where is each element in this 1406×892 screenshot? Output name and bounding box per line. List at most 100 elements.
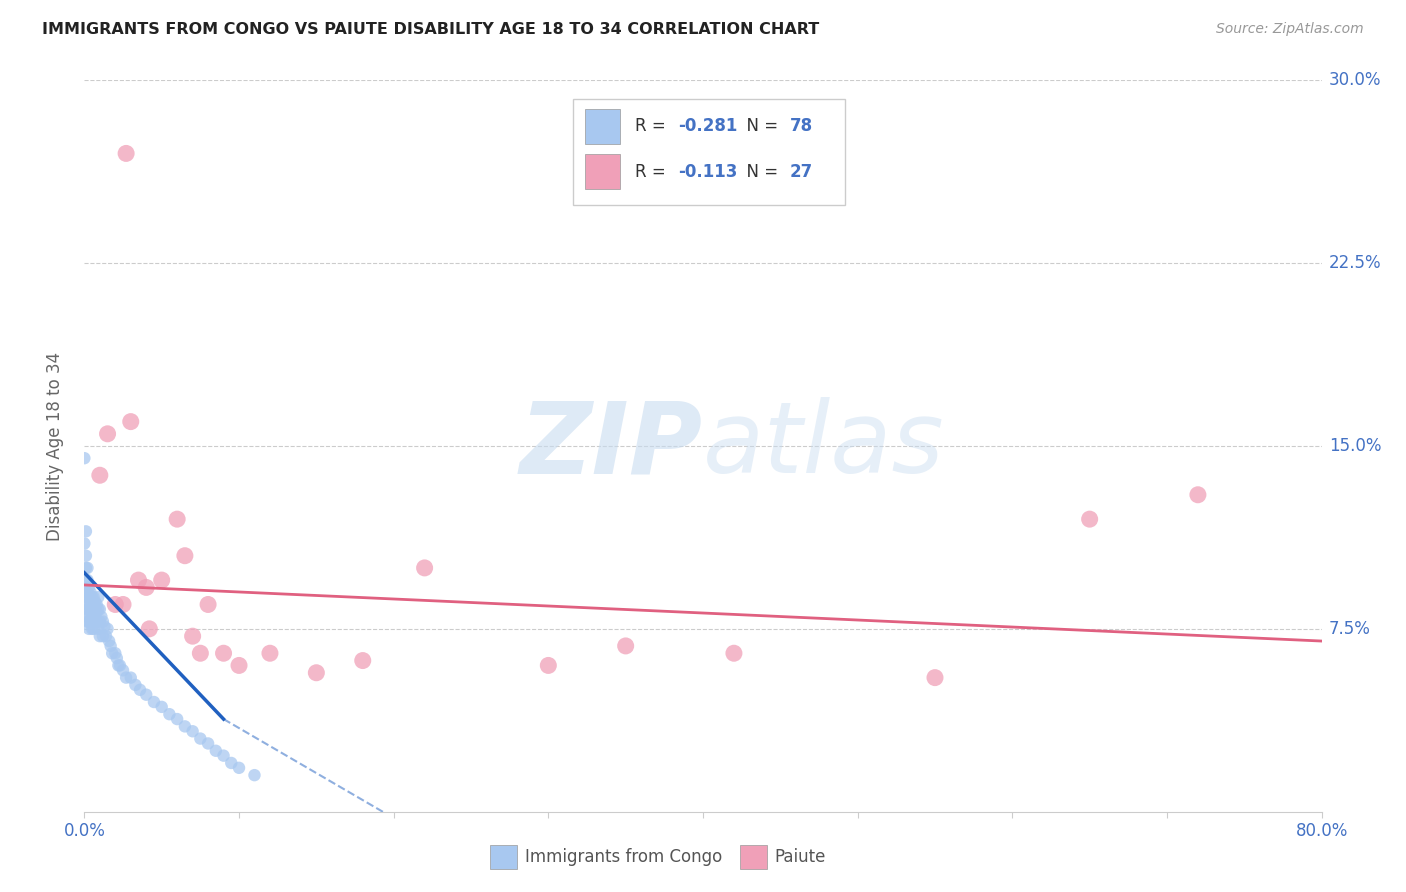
Text: N =: N = [737, 162, 783, 181]
Point [77, 598, 100, 612]
Point [537, 658, 560, 673]
Text: 27: 27 [790, 162, 813, 181]
Point [75, 561, 97, 575]
Text: -0.113: -0.113 [678, 162, 738, 181]
FancyBboxPatch shape [491, 846, 517, 869]
Point [76, 609, 98, 624]
Point [107, 658, 129, 673]
Point [83, 598, 105, 612]
Point [181, 724, 204, 739]
Point [82, 622, 104, 636]
Point [75, 573, 97, 587]
Point [614, 639, 637, 653]
Point [84, 615, 107, 629]
Point [76, 585, 98, 599]
Point [197, 736, 219, 750]
Point [100, 639, 122, 653]
Point [188, 731, 211, 746]
Point [96, 426, 118, 441]
Point [166, 712, 188, 726]
Point [86, 605, 108, 619]
Point [79, 585, 101, 599]
Point [174, 719, 197, 733]
Point [413, 561, 436, 575]
Text: 7.5%: 7.5% [1329, 620, 1371, 638]
Point [82, 605, 104, 619]
Text: 78: 78 [790, 118, 813, 136]
Point [90, 609, 112, 624]
Point [83, 622, 105, 636]
Point [228, 658, 250, 673]
Point [120, 415, 142, 429]
Point [76, 602, 98, 616]
Point [91, 629, 114, 643]
Point [76, 573, 98, 587]
Point [108, 658, 131, 673]
Point [124, 678, 146, 692]
Point [127, 573, 149, 587]
Point [82, 590, 104, 604]
Text: ZIP: ZIP [520, 398, 703, 494]
Point [228, 761, 250, 775]
Point [259, 646, 281, 660]
Point [93, 619, 115, 633]
Point [723, 646, 745, 660]
Point [75, 549, 97, 563]
Point [86, 598, 108, 612]
Point [82, 598, 104, 612]
Point [243, 768, 266, 782]
Point [89, 615, 111, 629]
Point [135, 688, 157, 702]
Text: 30.0%: 30.0% [1329, 71, 1381, 89]
Text: Source: ZipAtlas.com: Source: ZipAtlas.com [1216, 22, 1364, 37]
Point [83, 590, 105, 604]
Point [129, 682, 152, 697]
Point [94, 629, 117, 643]
Point [76, 598, 98, 612]
Text: 15.0%: 15.0% [1329, 437, 1381, 455]
Point [77, 581, 100, 595]
Point [112, 663, 135, 677]
Point [87, 622, 110, 636]
Point [91, 615, 114, 629]
Text: atlas: atlas [703, 398, 945, 494]
Point [115, 146, 138, 161]
Text: N =: N = [737, 118, 783, 136]
Point [115, 671, 138, 685]
Point [77, 622, 100, 636]
Point [79, 615, 101, 629]
Point [188, 646, 211, 660]
Point [120, 671, 142, 685]
Point [143, 695, 166, 709]
Point [83, 609, 105, 624]
Point [138, 622, 160, 636]
Point [1187, 488, 1209, 502]
Point [166, 512, 188, 526]
Text: R =: R = [636, 162, 671, 181]
Point [89, 468, 111, 483]
Point [89, 602, 111, 616]
Point [352, 654, 374, 668]
Point [181, 629, 204, 643]
Point [104, 598, 127, 612]
Point [84, 595, 107, 609]
Point [112, 598, 135, 612]
Point [76, 561, 98, 575]
Point [84, 605, 107, 619]
Text: Paiute: Paiute [775, 848, 827, 866]
Text: Immigrants from Congo: Immigrants from Congo [524, 848, 723, 866]
FancyBboxPatch shape [574, 99, 845, 204]
Point [159, 707, 180, 722]
Point [76, 615, 98, 629]
Point [1078, 512, 1101, 526]
FancyBboxPatch shape [585, 109, 620, 144]
Point [76, 590, 98, 604]
Y-axis label: Disability Age 18 to 34: Disability Age 18 to 34 [45, 351, 63, 541]
Point [87, 602, 110, 616]
Point [73, 451, 96, 466]
Point [150, 573, 173, 587]
Point [79, 592, 101, 607]
Point [305, 665, 328, 680]
Point [212, 748, 235, 763]
Point [924, 671, 946, 685]
